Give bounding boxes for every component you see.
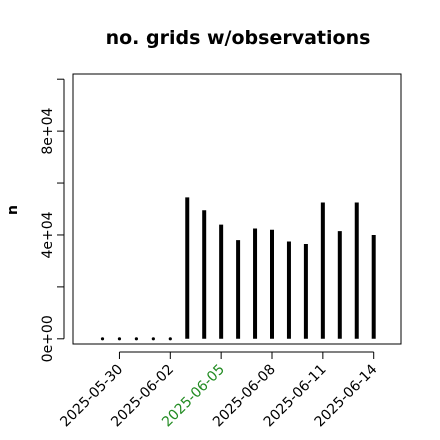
y-tick-label: 0e+00 [40,315,56,362]
y-tick-label: 4e+04 [40,211,56,258]
x-axis: 2025-05-302025-06-022025-06-052025-06-08… [57,351,381,430]
bar-2025-05-29 [100,337,105,341]
bars-group [100,197,376,341]
y-tick-label: 8e+04 [40,107,56,154]
bar-2025-06-01 [151,337,155,341]
plot-frame [72,73,402,345]
y-axis-label: n [5,205,21,215]
bar-2025-05-31 [134,337,138,341]
y-axis: 0e+00 4e+04 8e+04 [40,78,65,362]
bar-2025-06-02 [168,337,172,341]
chart-title: no. grids w/observations [106,27,371,49]
bar-2025-05-30 [117,337,122,341]
